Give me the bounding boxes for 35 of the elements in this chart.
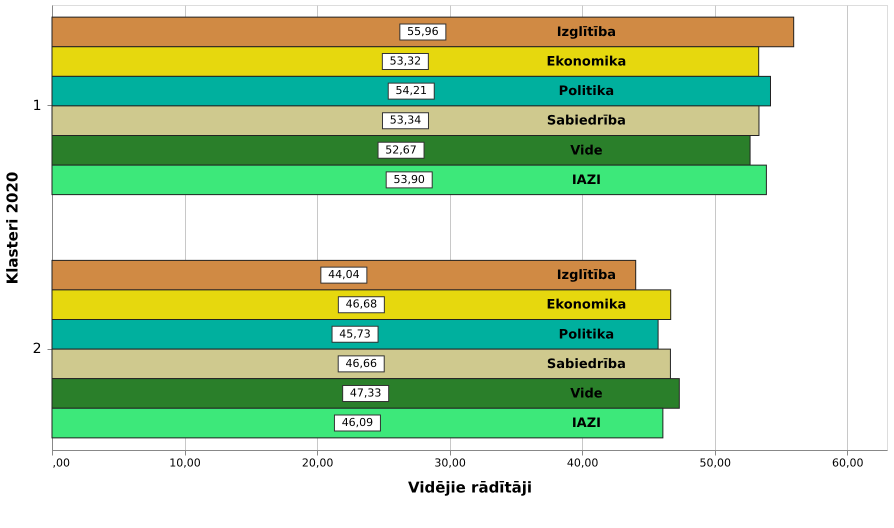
y-tick-label: 2 [32,341,42,358]
data-label: 52,67 [385,143,417,156]
y-tick-label: 1 [32,98,42,114]
series-label: Izglītība [556,24,616,40]
data-label: 46,66 [345,356,377,370]
data-label: 46,68 [346,298,378,311]
data-label: 45,73 [339,327,371,340]
text: Politika [558,84,614,100]
text: Ekonomika [546,298,626,313]
data-label: 47,33 [350,386,382,400]
data-label: 54,21 [396,84,427,98]
data-label: 53,34 [390,114,422,127]
x-tick-label: 60,00 [832,456,864,470]
data-label: 55,96 [407,24,439,38]
x-tick-label: ,00 [52,456,70,470]
x-tick-label: 50,00 [699,456,731,470]
x-axis-title: Vidējie rādītāji [408,478,532,496]
series-label: Sabiedrība [546,114,626,129]
x-tick-label: 20,00 [302,456,334,470]
data-label: 44,04 [328,268,360,282]
text: Izglītība [556,268,616,284]
data-label: 53,90 [393,172,425,186]
y-axis-title: Klasteri 2020 [4,172,22,284]
series-label: IAZI [572,416,601,432]
text: IAZI [572,172,601,188]
x-tick-label: 30,00 [434,456,466,470]
x-tick-label: 40,00 [566,456,598,470]
data-label: 46,09 [342,416,374,430]
text: Sabiedrība [546,356,626,372]
series-label: Vide [570,143,603,158]
series-label: Ekonomika [546,54,626,70]
series-label: Politika [558,327,614,342]
data-label: 53,32 [390,54,422,68]
text: Vide [570,386,603,402]
x-tick-label: 10,00 [169,456,201,470]
